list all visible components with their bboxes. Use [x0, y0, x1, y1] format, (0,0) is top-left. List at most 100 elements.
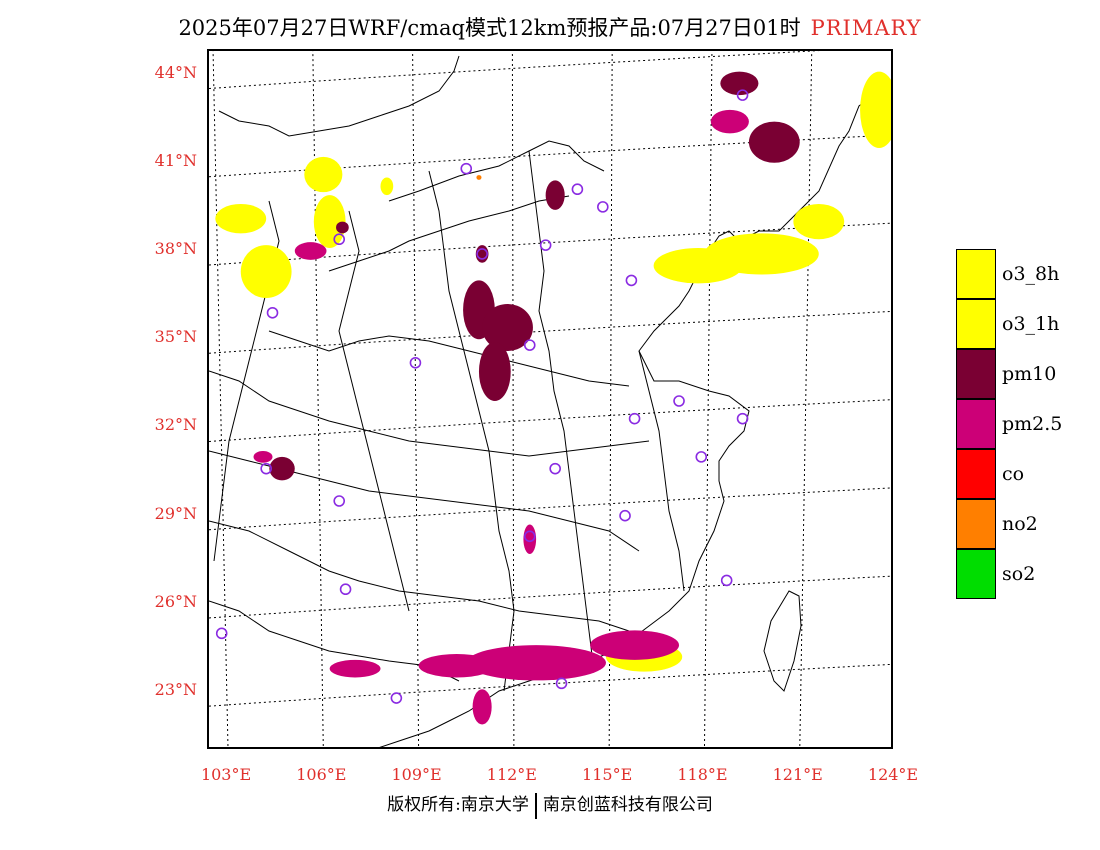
station-marker: [409, 356, 422, 369]
pm25-area: [466, 645, 606, 681]
longitude-label: 121°E: [772, 765, 823, 784]
longitude-gridline: [799, 51, 813, 747]
legend-label: o3_8h: [1002, 263, 1060, 285]
legend-swatch: [956, 299, 996, 349]
pm10-area: [545, 180, 565, 210]
station-marker: [333, 233, 346, 246]
latitude-label: 26°N: [154, 591, 197, 611]
pm25-area: [710, 109, 749, 134]
station-marker: [736, 89, 749, 101]
station-marker: [673, 395, 685, 407]
province-line-11: [638, 350, 685, 592]
map-title: 2025年07月27日WRF/cmaq模式12km预报产品:07月27日01时 P…: [0, 12, 1100, 42]
province-line-1: [388, 140, 605, 202]
legend-label: co: [1002, 463, 1025, 485]
o3_8h-area: [380, 177, 394, 196]
station-marker: [625, 274, 638, 287]
station-marker: [460, 162, 473, 175]
station-marker: [549, 462, 561, 475]
legend-swatch: [956, 499, 996, 549]
pm10-area: [478, 342, 511, 401]
latitude-label: 35°N: [154, 327, 197, 347]
pm10-area: [748, 121, 800, 163]
o3_8h-area: [793, 203, 845, 240]
latitude-gridline: [209, 399, 891, 442]
province-line-7: [209, 600, 460, 682]
station-marker: [571, 183, 584, 196]
longitude-gridline: [412, 51, 420, 747]
no2-area: [476, 175, 482, 180]
province-line-2: [328, 195, 570, 272]
forecast-map: [207, 49, 893, 749]
pm10-area: [336, 221, 349, 234]
o3_8h-area: [304, 156, 343, 193]
legend-label: no2: [1002, 513, 1038, 535]
pm25-area: [472, 689, 492, 725]
longitude-gridline: [703, 51, 713, 747]
station-marker: [736, 412, 749, 425]
latitude-label: 32°N: [154, 415, 197, 435]
pm10-area: [720, 71, 759, 96]
latitude-gridline: [209, 575, 891, 619]
latitude-label: 41°N: [154, 150, 197, 170]
longitude-label: 103°E: [200, 765, 252, 784]
graticule: [209, 51, 891, 747]
o3_8h-area: [240, 245, 292, 299]
longitude-gridline: [511, 51, 515, 747]
longitude-label: 109°E: [391, 765, 442, 784]
province-line-6: [209, 520, 630, 632]
pm25-area: [418, 653, 495, 678]
pm10-area: [482, 303, 533, 351]
pm25-area: [253, 451, 273, 463]
station-marker: [215, 627, 228, 640]
province-line-9: [528, 150, 595, 672]
legend-label: o3_1h: [1002, 313, 1060, 335]
station-marker: [619, 509, 631, 522]
o3_8h-area: [215, 203, 267, 234]
copyright-left: 版权所有:南京大学: [387, 795, 529, 815]
latitude-gridline: [209, 51, 821, 90]
station-marker: [597, 201, 609, 213]
pm10-area: [269, 456, 295, 481]
latitude-label: 44°N: [154, 62, 197, 82]
province-line-8: [428, 170, 515, 692]
legend-label: so2: [1002, 563, 1036, 585]
station-marker: [695, 451, 708, 463]
o3_8h-area: [704, 233, 819, 275]
pm25-area: [294, 242, 327, 260]
legend-label: pm10: [1002, 363, 1057, 385]
longitude-label: 124°E: [867, 765, 919, 784]
station-marker: [260, 462, 272, 475]
pollutant-fields: [215, 71, 891, 725]
taiwan-outline: [763, 590, 802, 692]
o3_8h-area: [860, 71, 891, 149]
legend-swatch: [956, 249, 996, 299]
station-marker: [523, 339, 536, 351]
latitude-gridline: [209, 310, 891, 354]
longitude-gridline: [312, 51, 324, 747]
station-marker: [720, 574, 733, 587]
legend-swatch: [956, 549, 996, 599]
latitude-label: 29°N: [154, 503, 197, 523]
station-marker: [628, 412, 641, 425]
copyright-right: 南京创蓝科技有限公司: [542, 795, 713, 815]
station-marker: [333, 495, 346, 507]
longitude-label: 106°E: [296, 765, 347, 784]
primary-tag: PRIMARY: [810, 16, 922, 40]
copyright-footer: 版权所有:南京大学 南京创蓝科技有限公司: [0, 790, 1100, 819]
longitude-label: 118°E: [677, 765, 728, 784]
province-line-4: [209, 370, 650, 457]
pm25-area: [329, 659, 381, 678]
legend-swatch: [956, 399, 996, 449]
longitude-label: 112°E: [486, 765, 537, 784]
border-north: [218, 55, 460, 137]
latitude-label: 23°N: [154, 680, 197, 700]
longitude-gridline: [212, 51, 229, 747]
longitude-label: 115°E: [582, 765, 633, 784]
footer-separator: [534, 792, 537, 819]
station-marker: [523, 530, 536, 543]
station-marker: [390, 692, 403, 704]
station-marker: [555, 677, 568, 690]
legend-swatch: [956, 449, 996, 499]
title-text: 2025年07月27日WRF/cmaq模式12km预报产品:07月27日01时: [178, 16, 801, 40]
